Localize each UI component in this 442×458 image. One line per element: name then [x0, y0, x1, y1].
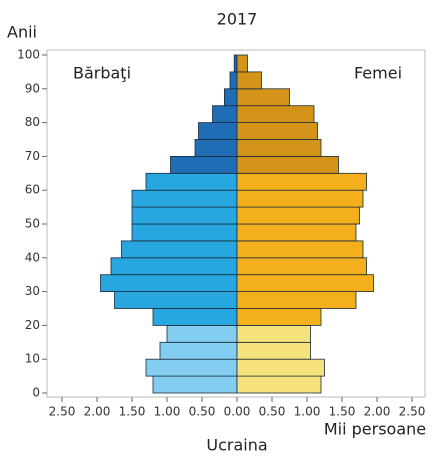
bar — [233, 54, 238, 73]
bar — [236, 139, 322, 157]
bar — [194, 139, 238, 157]
bar — [236, 341, 311, 360]
x-tick-label: 0.50 — [259, 405, 286, 419]
bar — [236, 324, 311, 343]
bar — [236, 308, 322, 326]
x-tick-label: 1.50 — [329, 405, 356, 419]
bar — [170, 155, 238, 174]
bar — [131, 223, 238, 242]
y-tick-label: 60 — [25, 183, 40, 197]
bar — [236, 358, 325, 377]
bar — [145, 358, 238, 377]
bar — [121, 240, 238, 259]
x-tick-label: 0.00 — [224, 405, 251, 419]
bar — [236, 291, 357, 309]
x-tick-label: 2.00 — [364, 405, 391, 419]
y-tick-label: 80 — [25, 115, 40, 129]
bar — [114, 291, 238, 309]
x-tick-label: 1.50 — [119, 405, 146, 419]
bar — [236, 257, 367, 276]
y-tick-label: 20 — [25, 318, 40, 332]
legend-female: Femei — [354, 64, 402, 83]
bar — [229, 71, 238, 90]
y-tick-label: 0 — [32, 386, 40, 400]
bar — [152, 375, 238, 394]
bar — [131, 189, 238, 208]
bar — [236, 105, 315, 123]
bar — [198, 122, 238, 140]
bar — [100, 274, 238, 293]
bar — [236, 375, 322, 394]
bar — [236, 122, 318, 140]
bar — [236, 206, 360, 225]
bar — [166, 324, 238, 343]
y-tick-label: 100 — [17, 48, 40, 62]
x-tick-label: 0.50 — [189, 405, 216, 419]
x-tick-label: 2.50 — [49, 405, 76, 419]
bar — [159, 341, 238, 360]
x-tick-label: 2.50 — [399, 405, 426, 419]
chart-title: 2017 — [217, 10, 258, 29]
y-tick-label: 90 — [25, 81, 40, 95]
y-tick-label: 50 — [25, 217, 40, 231]
bar — [212, 105, 238, 123]
x-tick-label: 1.00 — [294, 405, 321, 419]
y-axis-label: Anii — [7, 23, 37, 42]
bar — [110, 257, 238, 276]
bar — [236, 274, 374, 293]
x-tick-label: 2.00 — [84, 405, 111, 419]
x-axis-label: Ucraina — [206, 436, 267, 455]
y-tick-label: 70 — [25, 149, 40, 163]
bar — [152, 308, 238, 326]
bar — [236, 71, 262, 90]
bar — [236, 172, 367, 191]
bar — [236, 240, 364, 259]
bar — [145, 172, 238, 191]
bar — [223, 88, 238, 107]
y-tick-label: 40 — [25, 250, 40, 264]
y-tick-label: 10 — [25, 352, 40, 366]
legend-male: Bărbaţi — [73, 64, 131, 83]
bar — [236, 223, 357, 242]
x-unit: Mii persoane — [324, 420, 426, 439]
bar — [236, 155, 339, 174]
bar — [236, 189, 364, 208]
bar — [236, 54, 248, 73]
y-tick-label: 30 — [25, 284, 40, 298]
x-tick-label: 1.00 — [154, 405, 181, 419]
bar — [236, 88, 290, 107]
bar — [131, 206, 238, 225]
